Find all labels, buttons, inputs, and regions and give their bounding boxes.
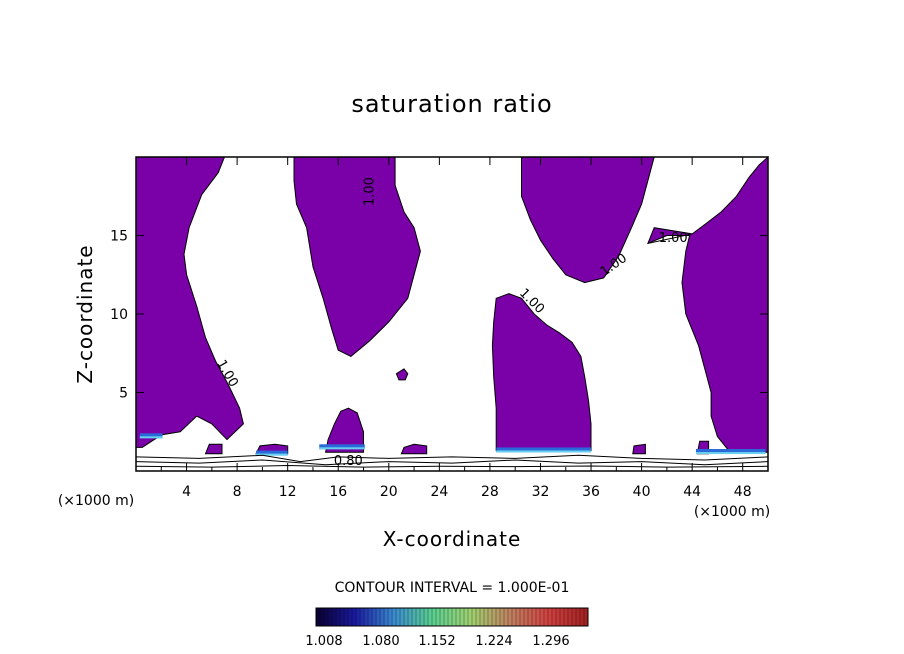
y-tick-label: 15: [110, 229, 128, 245]
saturated-region-blob-20: [395, 368, 409, 381]
saturated-region-left-column: [135, 156, 244, 448]
contour-label: 0.80: [334, 454, 363, 469]
x-tick-label: 36: [582, 484, 600, 500]
saturated-region-patch-40: [632, 443, 646, 455]
contour-interval-text: CONTOUR INTERVAL = 1.000E-01: [335, 580, 570, 596]
colorbar-tick-labels: 1.008 1.080 1.152 1.224 1.296: [305, 634, 569, 649]
colorbar-tick-label: 1.152: [418, 634, 455, 649]
gradient-band-light-3: [695, 452, 766, 455]
saturated-region-right-column: [646, 155, 769, 453]
gradient-band-0: [139, 433, 163, 439]
boundary-contour-2: [135, 464, 769, 468]
x-tick-label: 8: [233, 484, 242, 500]
boundary-contour-1: [135, 454, 769, 463]
x-tick-label: 16: [329, 484, 347, 500]
x-tick-label: 40: [633, 484, 651, 500]
contour-label: 1.00: [659, 231, 688, 246]
gradient-band-light-2: [496, 450, 592, 453]
x-tick-label: 4: [182, 484, 191, 500]
x-axis-label: X-coordinate: [383, 527, 522, 551]
y-axis-label: Z-coordinate: [73, 244, 97, 383]
x-tick-label: 44: [683, 484, 701, 500]
colorbar-tick-label: 1.224: [475, 634, 512, 649]
colorbar-tick-label: 1.008: [305, 634, 342, 649]
x-tick-label: 24: [430, 484, 448, 500]
boundary-contour-0: [135, 459, 769, 466]
colorbar-tick-label: 1.296: [532, 634, 569, 649]
contour-fill-layer: [135, 155, 769, 456]
gradient-band-2: [496, 447, 592, 453]
gradient-band-3: [695, 449, 766, 455]
gradient-band-1: [319, 444, 365, 450]
gradient-band-light-1: [319, 447, 365, 450]
gradient-band-4: [256, 450, 288, 456]
saturated-region-patch-22: [400, 443, 428, 455]
gradient-band-light-4: [256, 453, 288, 456]
saturated-region-center-right-column: [491, 293, 592, 452]
x-unit-right: (×1000 m): [694, 504, 770, 520]
x-tick-label: 20: [380, 484, 398, 500]
x-unit-left: (×1000 m): [58, 493, 134, 509]
contour-line-40: [647, 233, 693, 244]
x-tick-label: 12: [279, 484, 297, 500]
colorbar: [315, 607, 589, 627]
x-tick-label: 32: [532, 484, 550, 500]
x-tick-label: 28: [481, 484, 499, 500]
saturated-region-patch-6: [204, 443, 223, 455]
x-tick-label: 48: [734, 484, 752, 500]
saturated-region-upper-center-right: [521, 156, 655, 284]
chart-title: saturation ratio: [351, 90, 552, 118]
saturated-region-upper-center-left: [293, 156, 421, 357]
y-tick-label: 5: [119, 386, 128, 402]
contour-label: 1.00: [362, 177, 377, 206]
x-axis-ticks: 4 8 12 16 20 24 28 32 36 40 44 48: [160, 157, 752, 500]
gradient-band-light-0: [139, 436, 163, 439]
colorbar-tick-label: 1.080: [362, 634, 399, 649]
y-tick-label: 10: [110, 307, 128, 323]
y-axis-ticks: 5 10 15: [110, 229, 768, 402]
